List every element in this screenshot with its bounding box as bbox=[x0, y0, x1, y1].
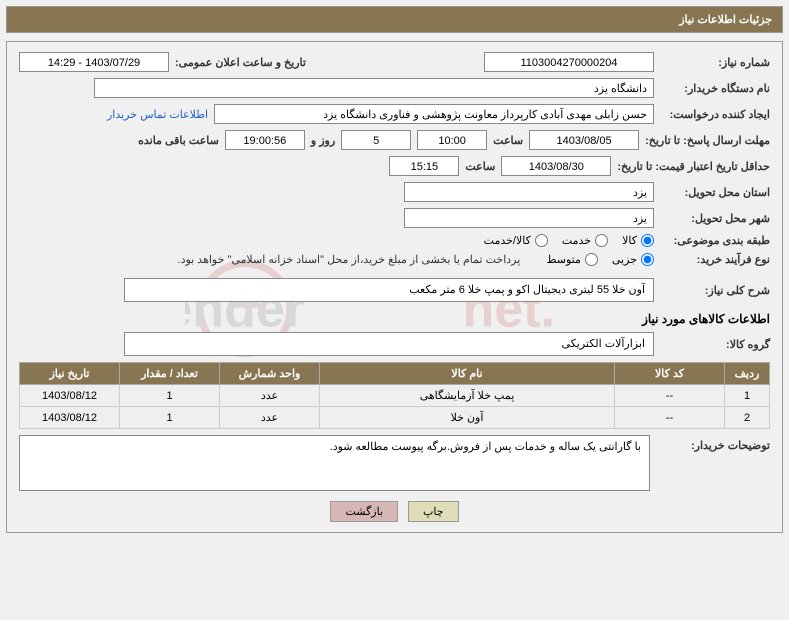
city-value: یزد bbox=[404, 208, 654, 228]
panel-title: جزئیات اطلاعات نیاز bbox=[679, 14, 772, 26]
province-value: یزد bbox=[404, 182, 654, 202]
desc-value: آون خلا 55 لیتری دیجیتال اکو و پمپ خلا 6… bbox=[124, 278, 654, 302]
th-name: نام کالا bbox=[320, 363, 615, 385]
cat-both-label: کالا/خدمت bbox=[484, 234, 531, 247]
deadline-date: 1403/08/05 bbox=[529, 130, 639, 150]
group-label: گروه کالا: bbox=[660, 338, 770, 351]
purchase-type-group: جزیی متوسط bbox=[546, 253, 654, 266]
pt-note: پرداخت تمام یا بخشی از مبلغ خرید،از محل … bbox=[178, 253, 521, 266]
pt-medium-label: متوسط bbox=[546, 253, 581, 266]
items-table: ردیف کد کالا نام کالا واحد شمارش تعداد /… bbox=[19, 362, 770, 429]
category-label: طبقه بندی موضوعی: bbox=[660, 234, 770, 247]
back-button[interactable]: بازگشت bbox=[330, 501, 398, 522]
announce-label: تاریخ و ساعت اعلان عمومی: bbox=[175, 56, 306, 69]
remain-suffix: ساعت باقی مانده bbox=[138, 134, 219, 147]
cell-name: آون خلا bbox=[320, 407, 615, 429]
cell-qty: 1 bbox=[120, 385, 220, 407]
time-label-1: ساعت bbox=[493, 134, 523, 147]
cat-service-option[interactable]: خدمت bbox=[562, 234, 608, 247]
purchase-type-label: نوع فرآیند خرید: bbox=[660, 253, 770, 266]
group-value: ابزارآلات الکتریکی bbox=[124, 332, 654, 356]
cell-date: 1403/08/12 bbox=[20, 385, 120, 407]
deadline-time: 10:00 bbox=[417, 130, 487, 150]
cell-unit: عدد bbox=[220, 407, 320, 429]
days-remain: 5 bbox=[341, 130, 411, 150]
desc-label: شرح کلی نیاز: bbox=[660, 284, 770, 297]
th-unit: واحد شمارش bbox=[220, 363, 320, 385]
deadline-label: مهلت ارسال پاسخ: تا تاریخ: bbox=[645, 134, 770, 147]
notes-value: با گارانتی یک ساله و خدمات پس از فروش.بر… bbox=[19, 435, 650, 491]
footer-buttons: چاپ بازگشت bbox=[19, 501, 770, 522]
buyer-org-value: دانشگاه یزد bbox=[94, 78, 654, 98]
buyer-contact-link[interactable]: اطلاعات تماس خریدار bbox=[107, 108, 208, 121]
notes-label: توضیحات خریدار: bbox=[660, 435, 770, 452]
items-section-title: اطلاعات کالاهای مورد نیاز bbox=[19, 312, 770, 326]
table-row: 2 -- آون خلا عدد 1 1403/08/12 bbox=[20, 407, 770, 429]
announce-value: 1403/07/29 - 14:29 bbox=[19, 52, 169, 72]
pt-small-label: جزیی bbox=[612, 253, 637, 266]
pt-small-option[interactable]: جزیی bbox=[612, 253, 654, 266]
th-row: ردیف bbox=[725, 363, 770, 385]
print-button[interactable]: چاپ bbox=[408, 501, 459, 522]
days-and-label: روز و bbox=[311, 134, 335, 147]
province-label: استان محل تحویل: bbox=[660, 186, 770, 199]
buyer-org-label: نام دستگاه خریدار: bbox=[660, 82, 770, 95]
table-header-row: ردیف کد کالا نام کالا واحد شمارش تعداد /… bbox=[20, 363, 770, 385]
min-valid-time: 15:15 bbox=[389, 156, 459, 176]
cat-goods-option[interactable]: کالا bbox=[622, 234, 654, 247]
pt-small-radio[interactable] bbox=[641, 253, 654, 266]
cell-date: 1403/08/12 bbox=[20, 407, 120, 429]
cat-service-radio[interactable] bbox=[595, 234, 608, 247]
pt-medium-option[interactable]: متوسط bbox=[546, 253, 598, 266]
th-date: تاریخ نیاز bbox=[20, 363, 120, 385]
panel-header: جزئیات اطلاعات نیاز bbox=[6, 6, 783, 33]
cat-service-label: خدمت bbox=[562, 234, 591, 247]
countdown: 19:00:56 bbox=[225, 130, 305, 150]
cell-idx: 1 bbox=[725, 385, 770, 407]
min-valid-label: حداقل تاریخ اعتبار قیمت: تا تاریخ: bbox=[617, 160, 770, 173]
pt-medium-radio[interactable] bbox=[585, 253, 598, 266]
cat-goods-label: کالا bbox=[622, 234, 637, 247]
cell-idx: 2 bbox=[725, 407, 770, 429]
th-code: کد کالا bbox=[615, 363, 725, 385]
details-panel: شماره نیاز: 1103004270000204 تاریخ و ساع… bbox=[6, 41, 783, 533]
time-label-2: ساعت bbox=[465, 160, 495, 173]
cell-code: -- bbox=[615, 407, 725, 429]
cell-unit: عدد bbox=[220, 385, 320, 407]
min-valid-date: 1403/08/30 bbox=[501, 156, 611, 176]
category-radio-group: کالا خدمت کالا/خدمت bbox=[484, 234, 654, 247]
city-label: شهر محل تحویل: bbox=[660, 212, 770, 225]
cell-name: پمپ خلا آزمایشگاهی bbox=[320, 385, 615, 407]
requester-value: حسن زابلی مهدی آبادی کارپرداز معاونت پژو… bbox=[214, 104, 654, 124]
need-no-label: شماره نیاز: bbox=[660, 56, 770, 69]
cat-both-radio[interactable] bbox=[535, 234, 548, 247]
cat-both-option[interactable]: کالا/خدمت bbox=[484, 234, 548, 247]
cell-code: -- bbox=[615, 385, 725, 407]
need-no-value: 1103004270000204 bbox=[484, 52, 654, 72]
cat-goods-radio[interactable] bbox=[641, 234, 654, 247]
table-row: 1 -- پمپ خلا آزمایشگاهی عدد 1 1403/08/12 bbox=[20, 385, 770, 407]
cell-qty: 1 bbox=[120, 407, 220, 429]
requester-label: ایجاد کننده درخواست: bbox=[660, 108, 770, 121]
th-qty: تعداد / مقدار bbox=[120, 363, 220, 385]
